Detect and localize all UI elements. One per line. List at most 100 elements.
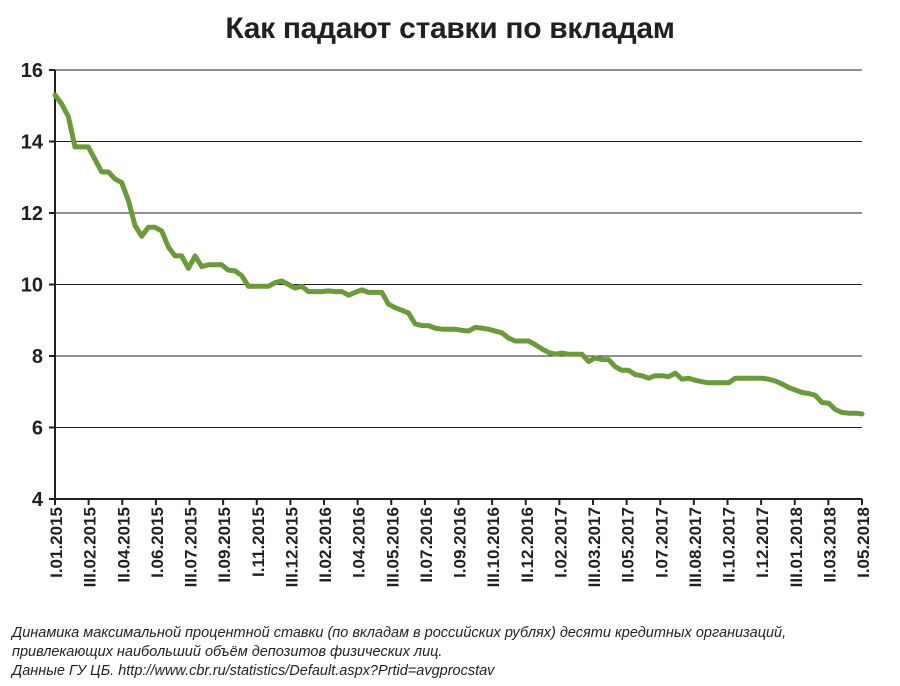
data-point	[814, 394, 817, 397]
data-point	[87, 146, 90, 148]
data-point	[561, 352, 563, 354]
x-tick-label: III.07.2015	[182, 507, 201, 587]
data-point	[94, 158, 96, 161]
data-point	[234, 270, 236, 272]
data-point	[107, 171, 110, 173]
data-point	[354, 291, 356, 294]
chart-title: Как падают ставки по вкладам	[225, 12, 675, 45]
data-point	[454, 328, 457, 331]
x-tick-label: III.10.2016	[484, 507, 503, 587]
data-point	[134, 224, 136, 227]
data-point	[427, 324, 430, 327]
data-point	[621, 369, 623, 372]
data-point	[534, 343, 536, 346]
y-tick-label: 10	[21, 275, 43, 297]
data-point	[627, 369, 630, 372]
data-point	[521, 340, 523, 342]
data-point	[581, 353, 583, 356]
data-point	[267, 285, 270, 288]
x-tick-label: I.07.2017	[652, 507, 671, 578]
data-point	[681, 378, 683, 381]
data-point	[654, 374, 656, 377]
data-point	[127, 199, 130, 202]
data-point	[167, 246, 170, 248]
data-point	[647, 377, 650, 380]
data-point	[240, 274, 243, 277]
chart-caption: Динамика максимальной процентной ставки …	[12, 624, 892, 681]
data-point	[701, 380, 703, 383]
data-point	[394, 306, 396, 309]
data-point	[847, 412, 850, 415]
data-point	[220, 264, 223, 266]
x-tick-label: II.09.2015	[215, 507, 234, 583]
y-tick-label: 16	[21, 60, 43, 82]
data-point	[687, 377, 690, 380]
x-tick-label: I.06.2015	[148, 507, 167, 578]
data-point	[261, 285, 263, 288]
data-point	[694, 379, 697, 382]
data-point	[501, 332, 503, 334]
y-tick-label: 14	[21, 132, 44, 154]
y-tick-label: 8	[32, 346, 43, 368]
grid-lines	[55, 69, 862, 428]
data-point	[367, 291, 370, 294]
x-tick-label: II.04.2015	[114, 507, 133, 583]
data-point	[574, 353, 576, 356]
data-point	[787, 386, 790, 389]
x-tick-label: I.04.2016	[350, 507, 369, 578]
data-point	[554, 353, 556, 356]
data-point	[801, 391, 803, 394]
x-tick-label: III.12.2015	[282, 507, 301, 587]
data-point	[187, 267, 190, 270]
data-point	[794, 389, 797, 391]
data-point	[274, 281, 276, 284]
data-point	[674, 372, 677, 375]
data-point	[281, 280, 283, 282]
x-tick-label: II.03.2018	[820, 507, 839, 583]
data-point	[781, 383, 783, 385]
data-point	[634, 373, 636, 376]
data-point	[614, 365, 616, 368]
x-tick-label: I.11.2015	[249, 507, 268, 577]
x-tick-label: II.10.2017	[720, 507, 739, 583]
data-point	[774, 380, 777, 382]
data-point	[374, 291, 376, 294]
data-point	[214, 264, 216, 266]
data-point	[587, 360, 590, 363]
x-tick-label: III.03.2017	[585, 507, 604, 587]
data-point	[514, 340, 516, 342]
data-point	[334, 290, 336, 293]
data-point	[861, 413, 863, 415]
data-point	[807, 392, 810, 395]
data-point	[507, 337, 510, 339]
data-point	[194, 255, 196, 257]
data-point	[401, 309, 403, 312]
caption-line-2: привлекающих наибольший объём депозитов …	[12, 644, 443, 660]
data-point	[387, 303, 390, 306]
x-tick-label: III.08.2017	[686, 507, 705, 587]
data-point	[414, 323, 416, 325]
data-point	[567, 353, 570, 356]
x-tick-label: II.05.2017	[619, 507, 638, 583]
data-point	[60, 103, 63, 105]
data-point	[721, 382, 723, 384]
data-point	[727, 382, 730, 384]
data-point	[321, 290, 323, 293]
data-point	[180, 255, 183, 257]
x-tick-label: III.01.2018	[787, 507, 806, 587]
data-point	[474, 326, 477, 329]
data-point	[294, 287, 296, 289]
data-point	[160, 230, 163, 232]
data-point	[607, 358, 610, 361]
data-point	[601, 358, 603, 361]
data-point	[441, 328, 443, 331]
data-point	[247, 285, 250, 288]
data-point	[547, 351, 550, 354]
data-point	[434, 327, 437, 329]
data-point	[541, 348, 543, 350]
data-point	[327, 290, 330, 292]
data-point	[67, 115, 70, 118]
x-tick-label: I.01.2015	[47, 507, 66, 578]
x-tick-label: I.12.2017	[753, 507, 772, 578]
